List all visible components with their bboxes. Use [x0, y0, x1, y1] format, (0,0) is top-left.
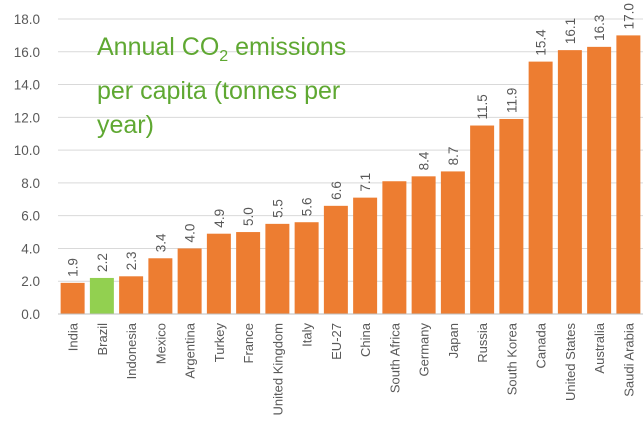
title-part-pre: Annual CO — [97, 33, 219, 61]
x-tick-label: Japan — [446, 323, 461, 358]
x-tick-label: Italy — [300, 323, 315, 347]
data-label: 4.0 — [183, 224, 198, 243]
bar — [207, 234, 231, 314]
data-label: 5.6 — [300, 197, 315, 216]
bar — [148, 258, 172, 314]
data-label: 7.1 — [358, 173, 373, 192]
bar — [265, 224, 289, 314]
bar — [441, 171, 465, 314]
bar — [61, 283, 85, 314]
data-label: 11.5 — [475, 94, 490, 119]
y-tick-label: 4.0 — [21, 241, 40, 256]
bar — [382, 181, 406, 314]
data-label: 1.9 — [66, 258, 81, 277]
bar — [295, 222, 319, 314]
data-label: 2.3 — [124, 252, 139, 271]
bar — [119, 276, 143, 314]
x-tick-label: Russia — [475, 322, 490, 363]
x-tick-label: Australia — [592, 322, 607, 373]
y-tick-label: 14.0 — [14, 78, 40, 93]
bar — [412, 176, 436, 314]
x-tick-label: India — [66, 322, 81, 351]
bar — [470, 126, 494, 314]
y-tick-label: 8.0 — [21, 176, 40, 191]
data-label: 5.5 — [270, 199, 285, 218]
x-tick-label: Germany — [417, 323, 432, 377]
y-axis: 0.0 2.0 4.0 6.0 8.0 10.0 12.0 14.0 16.0 18.0 — [14, 12, 40, 322]
data-label: 8.4 — [417, 151, 432, 170]
bar — [236, 232, 260, 314]
x-tick-label: Saudi Arabia — [621, 322, 636, 396]
x-tick-label: EU-27 — [329, 323, 344, 360]
bar — [499, 119, 523, 314]
x-axis: India Brazil Indonesia Mexico Argentina Turke… — [58, 314, 643, 416]
bar — [587, 47, 611, 314]
x-tick-label: South Africa — [387, 322, 402, 393]
data-label: 16.1 — [563, 18, 578, 44]
bar — [178, 248, 202, 314]
x-tick-label: United Kingdom — [270, 323, 285, 416]
data-label: 2.2 — [95, 253, 110, 272]
bar — [558, 50, 582, 314]
bar — [529, 62, 553, 314]
data-label: 8.7 — [446, 147, 461, 166]
chart-title: Annual CO2 emissions per capita (tonnes … — [97, 30, 377, 142]
y-tick-label: 2.0 — [21, 274, 40, 289]
y-tick-label: 18.0 — [14, 12, 40, 27]
data-label: 17.0 — [621, 3, 636, 29]
bar — [324, 206, 348, 314]
bar — [90, 278, 114, 314]
x-tick-label: Canada — [534, 322, 549, 368]
y-tick-label: 10.0 — [14, 143, 40, 158]
data-label: 4.9 — [212, 209, 227, 228]
y-tick-label: 6.0 — [21, 209, 40, 224]
data-label: 3.4 — [153, 233, 168, 252]
x-tick-label: Mexico — [153, 323, 168, 364]
x-tick-label: France — [241, 323, 256, 363]
y-tick-label: 12.0 — [14, 110, 40, 125]
title-subscript: 2 — [219, 48, 228, 65]
bar — [616, 35, 640, 314]
x-tick-label: Argentina — [183, 322, 198, 378]
bar — [353, 198, 377, 314]
x-tick-label: Indonesia — [124, 322, 139, 379]
data-label: 6.6 — [329, 181, 344, 200]
x-tick-label: South Korea — [504, 322, 519, 395]
y-tick-label: 16.0 — [14, 45, 40, 60]
data-label: 11.9 — [504, 88, 519, 113]
x-tick-label: Brazil — [95, 323, 110, 356]
x-tick-label: Turkey — [212, 323, 227, 363]
data-label: 15.4 — [534, 29, 549, 56]
data-label: 16.3 — [592, 15, 607, 41]
y-tick-label: 0.0 — [21, 307, 40, 322]
x-tick-label: United States — [563, 323, 578, 402]
data-label: 5.0 — [241, 207, 256, 226]
x-tick-label: China — [358, 322, 373, 357]
